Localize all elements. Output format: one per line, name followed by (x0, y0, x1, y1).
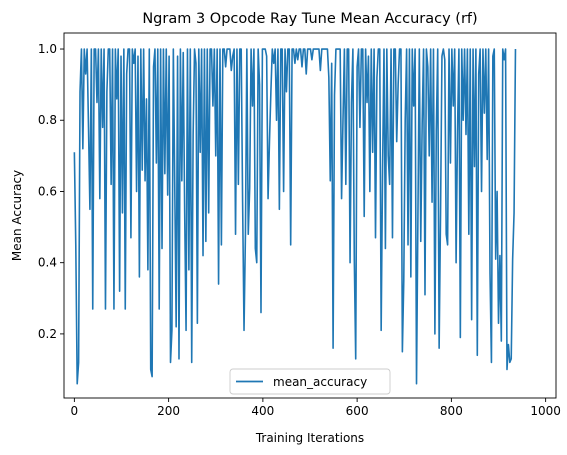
axes-frame (63, 32, 557, 399)
y-tick-label: 0.2 (38, 327, 57, 341)
x-axis: 0 200 400 600 800 1000 (71, 398, 561, 418)
y-axis-label: Mean Accuracy (10, 170, 24, 261)
legend-label: mean_accuracy (273, 375, 367, 389)
x-tick-label: 800 (440, 404, 463, 418)
x-tick-label: 1000 (530, 404, 561, 418)
x-tick-label: 0 (71, 404, 79, 418)
chart-title: Ngram 3 Opcode Ray Tune Mean Accuracy (r… (142, 11, 477, 27)
y-tick-label: 0.8 (38, 113, 57, 127)
x-axis-label: Training Iterations (255, 431, 364, 445)
series-line-mean-accuracy (73, 48, 517, 385)
x-tick-label: 200 (157, 404, 180, 418)
y-tick-label: 1.0 (38, 42, 57, 56)
legend-box (229, 368, 391, 395)
plot-area (73, 48, 517, 385)
y-axis: 0.2 0.4 0.6 0.8 1.0 (38, 42, 64, 341)
x-tick-label: 400 (251, 404, 274, 418)
y-tick-label: 0.6 (38, 184, 57, 198)
x-tick-label: 600 (346, 404, 369, 418)
legend: mean_accuracy (229, 368, 391, 395)
y-tick-label: 0.4 (38, 256, 57, 270)
